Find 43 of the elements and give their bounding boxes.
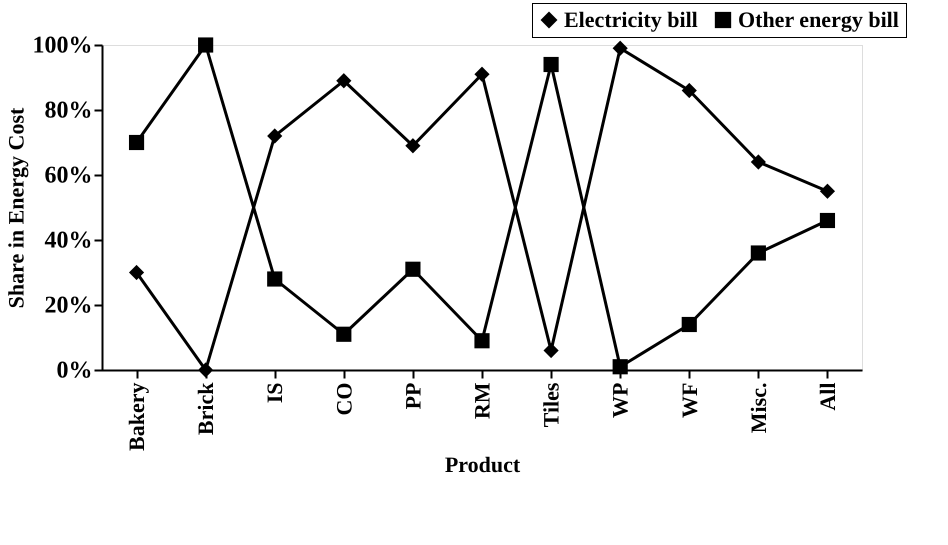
x-tick-label: CO <box>331 382 356 416</box>
point <box>405 138 420 154</box>
point <box>267 128 282 144</box>
x-tick-label: PP <box>400 382 426 410</box>
point <box>336 73 352 88</box>
point <box>474 66 490 82</box>
point <box>682 82 697 98</box>
x-tick-label: All <box>814 382 840 411</box>
x-tick-label: Brick <box>193 382 218 436</box>
legend-label: Electricity bill <box>564 7 698 32</box>
point <box>267 271 282 287</box>
x-tick-label: IS <box>262 382 288 404</box>
y-tick-label: 60% <box>44 162 92 188</box>
x-tick-label: Tiles <box>538 382 564 428</box>
point <box>544 56 559 72</box>
point <box>128 134 144 150</box>
point <box>750 245 766 261</box>
y-tick-label: 40% <box>44 228 92 254</box>
point <box>198 362 214 378</box>
point <box>612 359 628 374</box>
x-tick-label: WF <box>676 382 702 418</box>
x-tick-label: WP <box>608 382 633 418</box>
y-tick-label: 0% <box>56 358 92 384</box>
y-axis-title: Share in Energy Cost <box>4 107 28 308</box>
point <box>544 342 559 358</box>
y-tick-label: 80% <box>44 98 92 124</box>
x-tick-label: Bakery <box>124 382 150 451</box>
point <box>750 154 766 170</box>
y-tick-label: 20% <box>44 292 92 318</box>
point <box>405 262 420 277</box>
point <box>474 333 490 348</box>
point <box>128 264 144 280</box>
point <box>682 316 697 332</box>
x-tick-label: RM <box>470 382 494 420</box>
x-tick-label: Misc. <box>746 382 771 434</box>
legend-label: Other energy bill <box>738 7 899 32</box>
point <box>336 326 352 342</box>
x-axis-title: Product <box>444 452 521 477</box>
point <box>198 37 214 53</box>
point <box>820 212 836 228</box>
point <box>612 40 628 56</box>
point <box>820 184 836 199</box>
y-tick-label: 100% <box>32 32 92 58</box>
